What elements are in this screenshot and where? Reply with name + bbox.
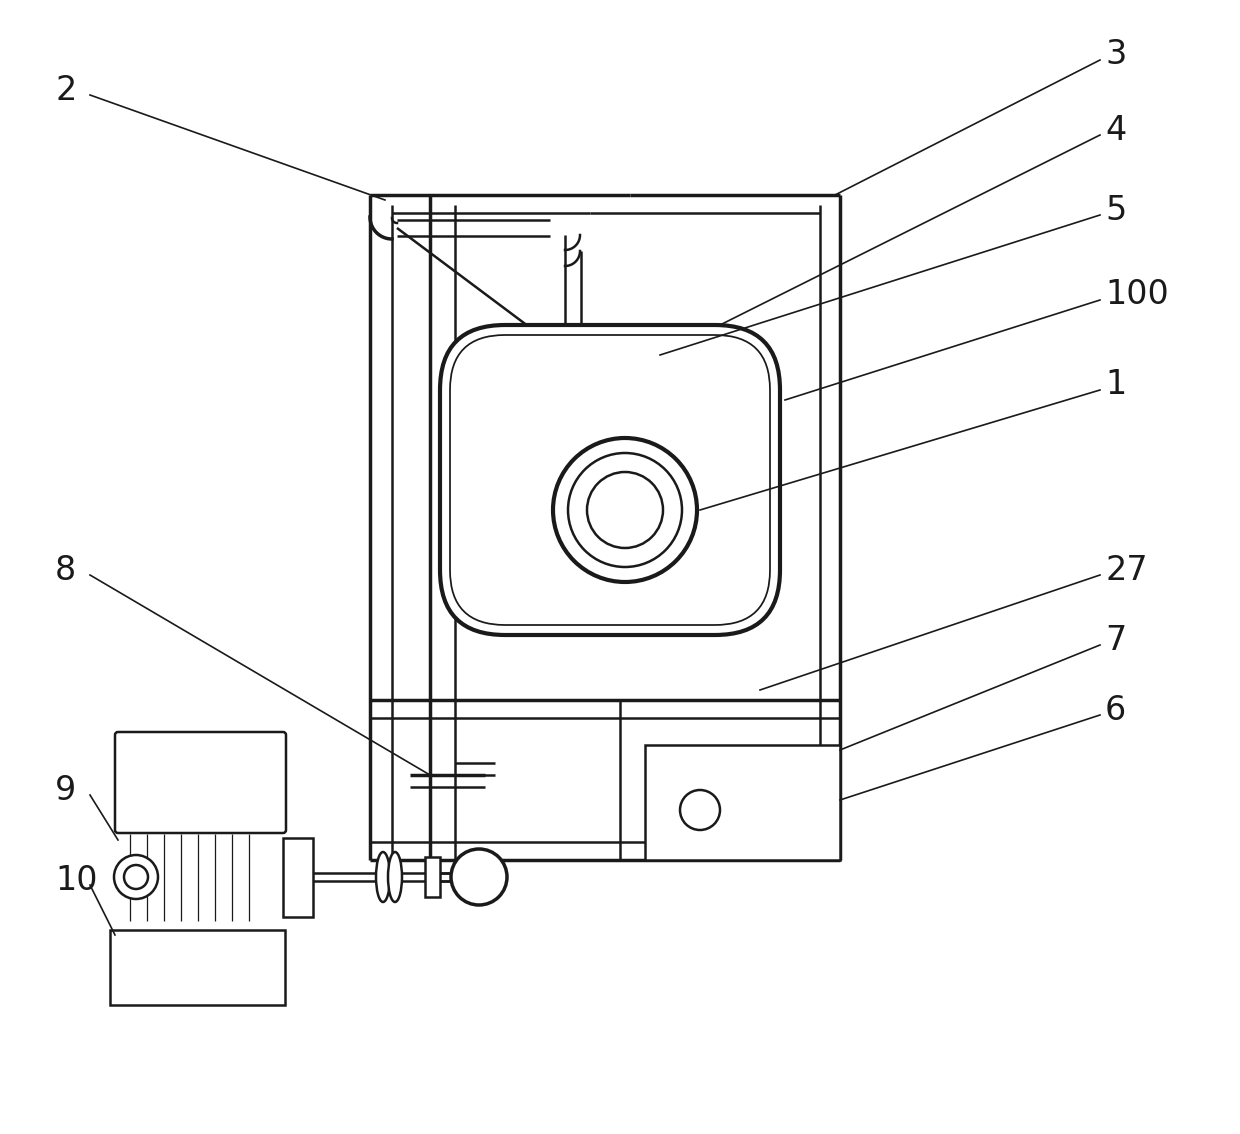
Ellipse shape <box>388 852 402 902</box>
Text: 5: 5 <box>1105 194 1126 227</box>
Circle shape <box>553 438 697 582</box>
Bar <box>645 745 839 860</box>
Text: 8: 8 <box>55 553 76 586</box>
Circle shape <box>587 472 663 548</box>
Circle shape <box>124 865 148 889</box>
Text: 4: 4 <box>1105 113 1126 146</box>
Bar <box>283 838 312 917</box>
Ellipse shape <box>376 852 391 902</box>
FancyBboxPatch shape <box>440 325 780 635</box>
Circle shape <box>568 452 682 567</box>
Text: 3: 3 <box>1105 39 1126 71</box>
Text: 1: 1 <box>1105 369 1126 401</box>
Text: 9: 9 <box>55 773 76 806</box>
FancyBboxPatch shape <box>115 733 286 833</box>
Circle shape <box>114 855 157 899</box>
Text: 10: 10 <box>55 863 98 897</box>
Text: 100: 100 <box>1105 279 1169 312</box>
Circle shape <box>451 849 507 905</box>
Bar <box>425 857 440 897</box>
Text: 6: 6 <box>1105 694 1126 727</box>
Circle shape <box>680 790 720 830</box>
Text: 7: 7 <box>1105 624 1126 657</box>
Bar <box>110 930 285 1005</box>
Text: 2: 2 <box>55 74 77 107</box>
Text: 27: 27 <box>1105 553 1148 586</box>
